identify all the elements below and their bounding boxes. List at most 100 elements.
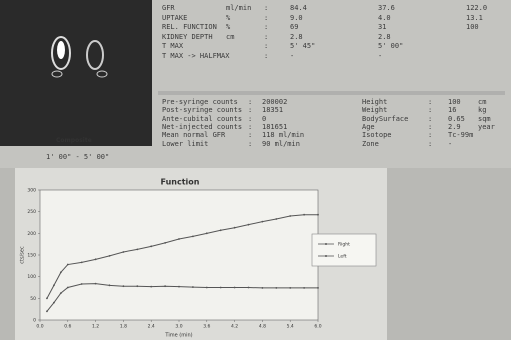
data-point [95, 258, 97, 260]
count-label: Ante-cubital counts [162, 115, 242, 123]
data-point [289, 215, 291, 217]
separator: : [264, 52, 268, 60]
separator: : [264, 23, 268, 31]
result-unit: % [226, 23, 230, 31]
patient-value: 16 [448, 106, 456, 114]
patient-unit: kg [478, 106, 486, 114]
result-value: 9.0 [290, 14, 303, 22]
data-point [234, 227, 236, 229]
data-point [178, 238, 180, 240]
data-point [303, 287, 305, 289]
data-point [262, 221, 264, 223]
x-axis-label: Time (min) [164, 333, 192, 339]
separator: : [264, 42, 268, 50]
data-point [67, 287, 69, 289]
data-point [81, 283, 83, 285]
data-point [123, 285, 125, 287]
patient-label: Height [362, 98, 387, 106]
result-value: 5' 45" [290, 42, 315, 50]
data-point [136, 285, 138, 287]
result-value: 122.0 [466, 4, 487, 12]
x-tick-label: 3.6 [203, 324, 210, 330]
x-tick-label: 1.2 [92, 324, 99, 330]
x-tick-label: 4.2 [231, 324, 238, 330]
separator: : [428, 115, 432, 123]
result-label: T MAX -> HALFMAX [162, 52, 229, 60]
chart-title: Function [161, 178, 200, 187]
x-tick-label: 3.0 [175, 324, 182, 330]
patient-unit: sqm [478, 115, 491, 123]
legend-label: Right [338, 242, 350, 248]
separator: : [248, 140, 252, 148]
legend-marker [325, 255, 327, 257]
plot-area [40, 190, 318, 320]
count-label: Net-injected counts [162, 123, 242, 131]
x-tick-label: 0.0 [36, 324, 43, 330]
data-point [192, 286, 194, 288]
data-point [95, 283, 97, 285]
patient-label: Age [362, 123, 375, 131]
data-point [317, 214, 319, 216]
page: Functioncts/secTime (min)050100150200250… [0, 0, 511, 340]
result-value: 69 [290, 23, 298, 31]
data-point [275, 287, 277, 289]
patient-value: 100 [448, 98, 461, 106]
result-value: 2.8 [290, 33, 303, 41]
x-tick-label: 0.6 [64, 324, 71, 330]
patient-value: 0.65 [448, 115, 465, 123]
patient-value: - [448, 140, 452, 148]
data-point [317, 287, 319, 289]
patient-value: 2.9 [448, 123, 461, 131]
separator: : [248, 98, 252, 106]
data-point [53, 284, 55, 286]
data-point [150, 245, 152, 247]
data-point [275, 218, 277, 220]
data-point [178, 286, 180, 288]
data-point [109, 255, 111, 257]
data-point [248, 287, 250, 289]
result-unit: % [226, 14, 230, 22]
data-point [46, 297, 48, 299]
result-value: 4.0 [378, 14, 391, 22]
data-point [109, 284, 111, 286]
result-value: 84.4 [290, 4, 307, 12]
data-point [53, 302, 55, 304]
legend [312, 234, 376, 266]
separator: : [248, 115, 252, 123]
count-value: 181651 [262, 123, 287, 131]
data-point [262, 287, 264, 289]
x-tick-label: 1.8 [120, 324, 127, 330]
count-value: 0 [262, 115, 266, 123]
data-point [150, 286, 152, 288]
x-tick-label: 6.0 [314, 324, 321, 330]
result-label: T MAX [162, 42, 183, 50]
separator: : [248, 106, 252, 114]
data-point [289, 287, 291, 289]
data-point [123, 251, 125, 253]
result-unit: ml/min [226, 4, 251, 12]
separator: : [264, 14, 268, 22]
patient-label: Zone [362, 140, 379, 148]
result-label: GFR [162, 4, 175, 12]
data-point [303, 214, 305, 216]
count-value: 118 ml/min [262, 131, 304, 139]
time-range: 1' 00" - 5' 00" [46, 153, 109, 161]
count-label: Post-syringe counts [162, 106, 242, 114]
y-tick-label: 150 [27, 253, 36, 259]
result-label: UPTAKE [162, 14, 187, 22]
data-point [81, 261, 83, 263]
separator: : [428, 98, 432, 106]
y-axis-label: cts/sec [20, 246, 26, 264]
data-point [234, 287, 236, 289]
count-label: Pre-syringe counts [162, 98, 238, 106]
result-value: 2.8 [378, 33, 391, 41]
result-value: 13.1 [466, 14, 483, 22]
separator: : [248, 131, 252, 139]
chart: Functioncts/secTime (min)050100150200250… [0, 0, 511, 340]
y-tick-label: 300 [27, 188, 36, 194]
patient-label: Isotope [362, 131, 392, 139]
result-label: REL. FUNCTION [162, 23, 217, 31]
y-tick-label: 50 [30, 296, 36, 302]
data-point [206, 232, 208, 234]
count-value: 18351 [262, 106, 283, 114]
